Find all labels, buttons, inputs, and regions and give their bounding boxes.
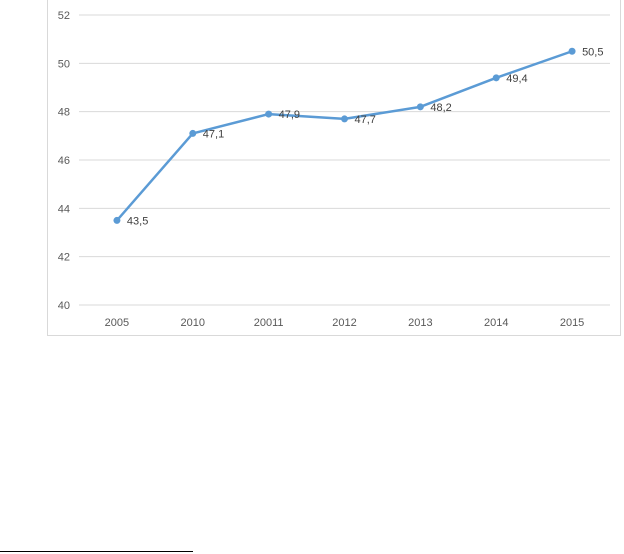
x-tick-label-2005: 2005 [105, 317, 129, 329]
grid-lines [79, 14, 610, 306]
y-axis-tick-labels: 40 42 44 46 48 50 52 [58, 10, 70, 312]
data-point-2012 [341, 115, 348, 123]
data-point-20011 [265, 110, 273, 118]
data-label-2005: 43,5 [127, 215, 148, 227]
x-tick-label-20011: 20011 [254, 317, 284, 329]
y-tick-label-40: 40 [58, 300, 70, 312]
y-tick-label-46: 46 [58, 155, 70, 167]
line-chart: 40 42 44 46 48 50 52 2005 2010 20011 2012 2013 2014… [58, 10, 610, 329]
data-label-2012: 47,7 [355, 114, 376, 126]
chart-frame [47, 0, 621, 336]
series-line [115, 50, 574, 222]
data-point-2014 [492, 74, 500, 82]
x-tick-label-2012: 2012 [332, 317, 356, 329]
data-point-2010 [189, 129, 197, 137]
data-label-2015: 50,5 [582, 46, 603, 58]
x-tick-label-2010: 2010 [181, 317, 205, 329]
x-tick-label-2014: 2014 [484, 317, 508, 329]
y-tick-label-42: 42 [58, 252, 70, 264]
data-label-2010: 47,1 [203, 128, 224, 140]
y-tick-label-48: 48 [58, 107, 70, 119]
data-point-2005 [113, 216, 121, 224]
data-point-2015 [568, 47, 576, 55]
y-tick-label-44: 44 [58, 203, 70, 215]
data-point-2013 [416, 103, 424, 111]
data-label-2013: 48,2 [430, 102, 451, 114]
series-markers [113, 47, 576, 224]
data-label-20011: 47,9 [279, 109, 300, 121]
y-tick-label-52: 52 [58, 10, 70, 22]
data-label-2014: 49,4 [506, 73, 527, 85]
x-tick-label-2015: 2015 [560, 317, 584, 329]
x-axis-tick-labels: 2005 2010 20011 2012 2013 2014 2015 [105, 317, 585, 329]
footnote-divider [0, 551, 193, 552]
y-tick-label-50: 50 [58, 58, 70, 70]
series-line-path [115, 50, 574, 222]
x-tick-label-2013: 2013 [408, 317, 432, 329]
data-labels: 43,5 47,1 47,9 47,7 48,2 49,4 50,5 [127, 46, 604, 227]
